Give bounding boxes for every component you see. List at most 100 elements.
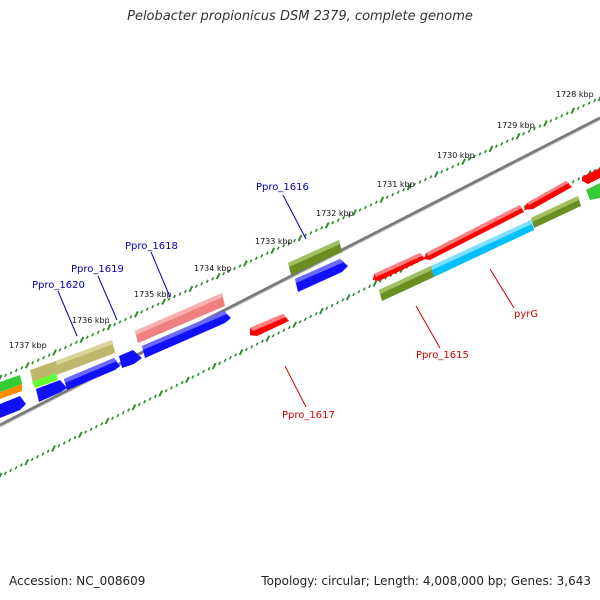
label-ppro-1620: Ppro_1620 (32, 280, 85, 291)
outer-scale-tick (106, 323, 112, 331)
outer-scale-tick (260, 254, 264, 258)
outer-scale-tick (282, 243, 286, 248)
label-ppro-1617: Ppro_1617 (282, 410, 335, 421)
outer-scale-tick (227, 269, 231, 273)
gene-forward-blue-1618[interactable] (142, 311, 231, 358)
outer-scale-tick (14, 368, 18, 373)
outer-scale-tick (123, 317, 127, 322)
inner-scale-tick (228, 355, 232, 360)
gene-highlight (527, 181, 569, 205)
outer-scale-tick (538, 124, 542, 128)
inner-scale-tick (121, 410, 125, 415)
callout-line-pyrG (489, 268, 515, 309)
callout-line-ppro-1620 (57, 290, 78, 337)
outer-scale-tick (406, 183, 412, 191)
outer-scale-tick (118, 320, 122, 324)
kbp-label-1730: 1730 kbp (437, 151, 475, 160)
kbp-label-1728: 1728 kbp (556, 90, 594, 99)
inner-scale-tick (191, 375, 195, 379)
outer-scale-tick (113, 322, 117, 327)
outer-scale-tick (494, 144, 498, 149)
label-ppro-1615: Ppro_1615 (416, 350, 469, 361)
gene-reverse-blue-left[interactable] (0, 396, 26, 418)
inner-scale-tick (111, 416, 114, 421)
kbp-label-1737: 1737 kbp (9, 341, 47, 350)
outer-scale-tick (587, 101, 591, 105)
gene-reverse-orange-left[interactable] (0, 384, 22, 399)
inner-scale-tick (287, 325, 291, 330)
inner-scale-tick (271, 333, 275, 338)
outer-scale-tick (243, 260, 248, 267)
inner-scale-tick (234, 353, 238, 357)
inner-scale-tick (175, 383, 179, 388)
inner-scale-tick (19, 463, 23, 467)
inner-scale-tick (362, 287, 366, 291)
outer-scale-tick (505, 139, 509, 144)
outer-scale-ticks (0, 95, 600, 381)
inner-scale-tick (207, 366, 211, 371)
gene-reverse-red-1[interactable] (524, 181, 572, 210)
outer-scale-tick (391, 192, 395, 197)
label-ppro-1618: Ppro_1618 (125, 241, 178, 252)
gene-highlight (135, 293, 223, 335)
outer-scale-tick (560, 114, 564, 118)
inner-scale-tick (158, 390, 164, 397)
callout-line-ppro-1619 (97, 275, 118, 321)
outer-scale-tick (320, 226, 324, 230)
callout-lines (57, 194, 515, 408)
outer-scale-tick (58, 348, 62, 352)
inner-scale-tick (282, 328, 286, 333)
outer-scale-tick (434, 171, 439, 178)
inner-scale-tick (577, 177, 581, 181)
inner-scale-tick (36, 454, 39, 459)
inner-scale-tick (30, 457, 34, 462)
inner-scale-tick (0, 472, 3, 479)
outer-scale-tick (456, 162, 460, 166)
gene-forward-blue-small[interactable] (36, 380, 67, 402)
gene-forward-lime-small[interactable] (32, 373, 58, 388)
gene-forward-green-left[interactable] (0, 375, 22, 392)
gene-ppro-1619[interactable] (119, 350, 142, 368)
inner-scale-tick (261, 339, 264, 344)
outer-scale-tick (515, 132, 521, 140)
outer-scale-tick (85, 335, 89, 340)
outer-scale-tick (549, 119, 553, 123)
scale-labels: 1728 kbp 1729 kbp 1730 kbp 1731 kbp 1732… (9, 90, 594, 350)
gene-forward-khaki-small[interactable] (30, 361, 59, 383)
outer-scale-tick (161, 298, 166, 305)
gene-highlight (379, 266, 432, 294)
inner-scale-tick (298, 320, 302, 324)
outer-scale-tick (369, 203, 373, 207)
outer-scale-tick (167, 297, 171, 301)
inner-scale-tick (277, 331, 281, 335)
outer-scale-tick (565, 111, 569, 116)
outer-scale-tick (63, 345, 67, 350)
gene-forward-blue-1620[interactable] (64, 358, 120, 390)
inner-scale-tick (169, 386, 173, 390)
gene-forward-green-far-right[interactable] (586, 183, 600, 200)
label-pyrG: pyrG (514, 309, 538, 320)
gene-forward-blue-1616[interactable] (295, 259, 348, 292)
outer-scale-tick (331, 220, 335, 225)
inner-scale-tick (372, 280, 378, 287)
inner-scale-tick (104, 417, 110, 425)
outer-scale-tick (396, 190, 400, 194)
inner-scale-tick (196, 372, 200, 377)
outer-scale-tick (358, 208, 362, 212)
callout-line-ppro-1616 (282, 194, 307, 240)
inner-scale-tick (62, 441, 66, 445)
outer-scale-tick (297, 234, 303, 242)
inner-scale-tick (180, 380, 184, 385)
inner-scale-tick (3, 471, 7, 476)
outer-scale-tick (145, 307, 149, 312)
outer-scale-tick (24, 361, 30, 369)
inner-scale-tick (57, 443, 61, 448)
outer-scale-tick (478, 152, 482, 156)
gene-reverse-red-far-right[interactable] (582, 168, 600, 184)
outer-scale-tick (461, 158, 466, 165)
kbp-label-1731: 1731 kbp (377, 180, 415, 189)
outer-scale-tick (102, 327, 106, 332)
outer-scale-tick (554, 116, 558, 121)
kbp-label-1729: 1729 kbp (497, 121, 535, 130)
